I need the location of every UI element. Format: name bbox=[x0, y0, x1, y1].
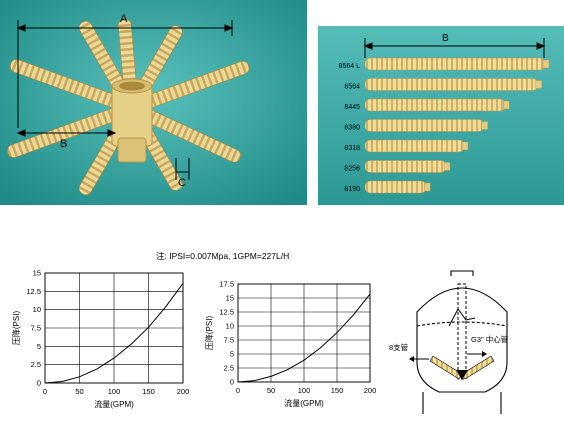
tube-end-cap bbox=[542, 59, 550, 69]
plot-frame bbox=[44, 272, 184, 384]
tube-end-cap bbox=[481, 121, 489, 130]
lateral-models-photo: B 8564 L 8564 8445 8380 8318 8256 8190 bbox=[318, 26, 564, 205]
pressure-drop-curve bbox=[237, 293, 371, 383]
tube-end-cap bbox=[423, 182, 431, 192]
tube-end-cap bbox=[443, 162, 451, 171]
model-tube bbox=[364, 139, 465, 153]
x-tick-label: 200 bbox=[364, 386, 377, 395]
model-tube bbox=[364, 98, 506, 112]
model-label: 8564 bbox=[344, 84, 360, 91]
chart-grid bbox=[44, 272, 184, 384]
center-hub bbox=[111, 78, 153, 163]
hub-lateral-illustration: A B C bbox=[0, 0, 307, 205]
y-tick-label: 0 bbox=[37, 379, 41, 388]
tube-dim-b-label: B bbox=[442, 33, 449, 44]
pressure-drop-curve bbox=[44, 283, 184, 384]
x-tick-label: 100 bbox=[108, 387, 121, 396]
y-axis-label: 压降(PSI) bbox=[11, 311, 21, 346]
model-label: 8380 bbox=[344, 125, 360, 132]
pressure-drop-chart-2: 0 50 100 150 200 0 2.5 5 7.5 10 12.5 15 17.5 流量(GPM) 压… bbox=[196, 270, 382, 420]
model-label: 8445 bbox=[344, 104, 360, 111]
dim-c-label: C bbox=[178, 177, 186, 189]
y-tick-label: 15 bbox=[226, 294, 234, 303]
x-tick-label: 200 bbox=[177, 387, 190, 396]
x-axis-label: 流量(GPM) bbox=[284, 398, 324, 408]
y-tick-label: 7.5 bbox=[31, 324, 41, 333]
model-tube bbox=[364, 78, 539, 91]
model-label: 8256 bbox=[344, 166, 360, 173]
x-tick-label: 150 bbox=[331, 386, 344, 395]
laterals-callout: 8支管 bbox=[389, 342, 429, 362]
chart-grid bbox=[237, 283, 371, 383]
model-tube bbox=[364, 180, 427, 194]
y-tick-label: 10 bbox=[226, 322, 234, 331]
tube-end-cap bbox=[461, 141, 469, 151]
y-tick-label: 17.5 bbox=[219, 280, 234, 289]
y-tick-label: 15 bbox=[33, 269, 41, 278]
x-tick-label: 50 bbox=[267, 386, 275, 395]
model-label: 8564 L bbox=[339, 63, 361, 70]
y-tick-label: 5 bbox=[230, 350, 234, 359]
pressure-drop-chart-1: 0 50 100 150 200 0 2.5 5 7.5 10 12.5 15 流量(GPM) 压降(PS… bbox=[0, 258, 200, 420]
x-axis-label: 流量(GPM) bbox=[94, 399, 134, 409]
y-tick-label: 7.5 bbox=[224, 336, 234, 345]
x-tick-label: 150 bbox=[142, 387, 155, 396]
y-tick-label: 12.5 bbox=[219, 308, 234, 317]
y-tick-label: 10 bbox=[33, 305, 41, 314]
x-tick-label: 50 bbox=[75, 387, 83, 396]
model-tube bbox=[364, 119, 485, 132]
tube-photo-background bbox=[318, 26, 564, 205]
tube-end-cap bbox=[535, 80, 543, 89]
x-tick-label: 0 bbox=[236, 386, 240, 395]
y-tick-label: 5 bbox=[37, 342, 41, 351]
x-tick-label: 0 bbox=[43, 387, 47, 396]
model-label: 8318 bbox=[344, 145, 360, 152]
chart-2-svg: 0 50 100 150 200 0 2.5 5 7.5 10 12.5 15 17.5 流量(GPM) 压… bbox=[204, 280, 377, 409]
hub-marker bbox=[456, 370, 468, 380]
hub-lateral-photo: A B C bbox=[0, 0, 307, 205]
tube-rows: 8564 L 8564 8445 8380 8318 8256 8190 bbox=[339, 57, 550, 194]
y-tick-label: 2.5 bbox=[224, 364, 234, 373]
dimension-b-right bbox=[363, 38, 546, 58]
dimension-b bbox=[16, 129, 117, 137]
y-tick-label: 0 bbox=[230, 378, 234, 387]
center-pipe-callout: G3" 中心管 bbox=[467, 334, 509, 357]
dimension-a bbox=[16, 20, 234, 128]
tube-end-cap bbox=[503, 100, 510, 110]
lateral-models-illustration: B 8564 L 8564 8445 8380 8318 8256 8190 bbox=[318, 26, 564, 205]
model-tube bbox=[364, 160, 447, 173]
lateral-arms bbox=[429, 355, 495, 380]
y-tick-label: 2.5 bbox=[31, 360, 41, 369]
tank-svg: 8支管 G3" 中心管 bbox=[389, 270, 509, 414]
center-pipe-label: G3" 中心管 bbox=[471, 334, 509, 344]
laterals-label: 8支管 bbox=[389, 342, 409, 352]
dim-a-label: A bbox=[120, 13, 128, 25]
chart-1-svg: 0 50 100 150 200 0 2.5 5 7.5 10 12.5 15 流量(GPM) 压降(PS… bbox=[11, 269, 190, 410]
x-tick-label: 100 bbox=[298, 386, 311, 395]
dim-b-label: B bbox=[60, 138, 67, 150]
tank-diagram: 8支管 G3" 中心管 bbox=[383, 264, 564, 420]
model-tube bbox=[364, 57, 546, 71]
dimension-c bbox=[175, 158, 190, 180]
plot-frame bbox=[237, 283, 371, 383]
center-pipe bbox=[448, 283, 476, 380]
model-label: 8190 bbox=[344, 186, 360, 193]
unit-note: 注: IPSI=0.007Mpa, 1GPM=227L/H bbox=[156, 251, 290, 261]
y-axis-label: 压降(PSI) bbox=[204, 316, 214, 351]
y-tick-label: 12.5 bbox=[26, 287, 41, 296]
